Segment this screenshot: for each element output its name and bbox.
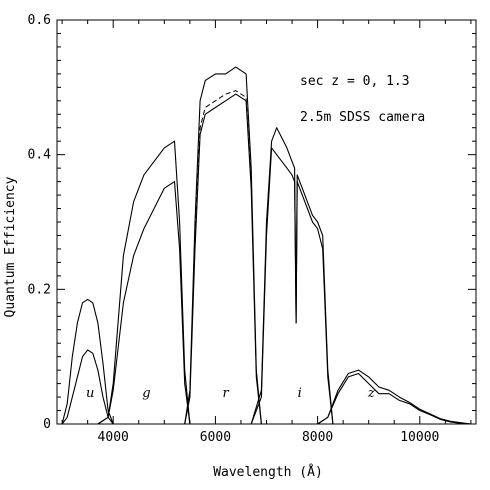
qe-series-line-8 [250, 147, 334, 425]
qe-series-line-2 [97, 140, 191, 425]
qe-series-line-6 [194, 90, 252, 243]
annotation-camera: 2.5m SDSS camera [300, 110, 425, 125]
qe-series-line-10 [317, 372, 471, 425]
x-tick-label: 4000 [98, 430, 129, 445]
y-tick-label: 0.4 [28, 148, 52, 163]
qe-series-line-0 [61, 298, 114, 425]
x-tick-label: 10000 [400, 430, 439, 445]
qe-series-line-9 [317, 369, 471, 425]
band-label-u: u [86, 386, 94, 401]
qe-series-line-3 [97, 181, 191, 425]
qe-series-line-5 [184, 93, 262, 425]
band-label-g: g [142, 386, 150, 401]
y-tick-label: 0.6 [28, 13, 51, 28]
x-axis-title: Wavelength (Å) [213, 464, 323, 480]
band-label-z: z [367, 386, 375, 401]
band-label-i: i [298, 386, 302, 401]
qe-series-line-1 [61, 349, 114, 425]
y-tick-label: 0 [43, 417, 51, 432]
x-tick-label: 6000 [200, 430, 231, 445]
band-label-r: r [223, 386, 230, 401]
axes-layer: 4000 6000 8000 10000 0 0.2 0.4 0.6 [28, 13, 477, 445]
qe-series-line-7 [250, 127, 334, 425]
annotation-secz: sec z = 0, 1.3 [300, 74, 410, 89]
y-axis-title: Quantum Efficiency [3, 176, 18, 317]
y-tick-label: 0.2 [28, 282, 51, 297]
qe-series-line-4 [184, 66, 262, 425]
x-tick-label: 8000 [302, 430, 333, 445]
